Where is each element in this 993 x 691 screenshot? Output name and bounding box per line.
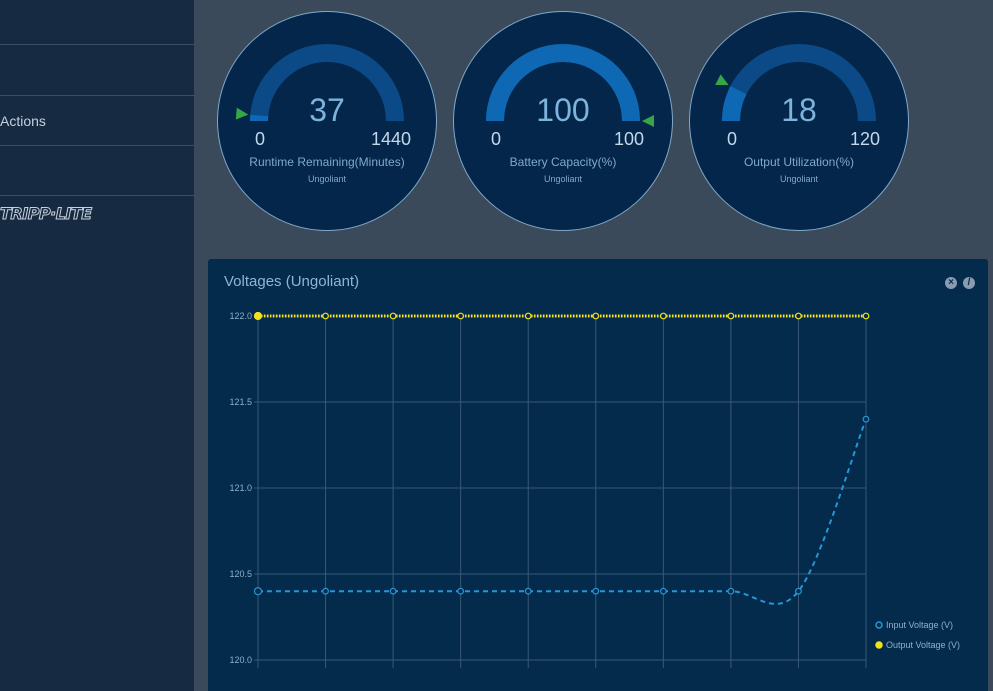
nav-divider — [0, 195, 194, 196]
sidebar-item-1[interactable] — [0, 46, 194, 95]
gauge-min: 0 — [491, 129, 502, 149]
data-point — [253, 587, 263, 596]
data-point — [592, 312, 600, 320]
gauge-fill — [250, 114, 269, 121]
data-point — [795, 587, 802, 595]
voltages-chart-panel: 120.0 120.5 121.0 121.5 122.0 Input Voltage (… — [208, 259, 988, 691]
data-point — [389, 312, 397, 320]
data-point — [795, 312, 802, 320]
legend-marker — [875, 621, 883, 629]
data-point — [727, 587, 735, 595]
sidebar: Actions TRIPP·LITE — [0, 0, 194, 691]
gauge-arc-runtime — [235, 44, 404, 122]
gauge-runtime: 37 0 1440 Runtime Remaining(Minutes) Ung… — [217, 11, 437, 231]
gauge-device: Ungoliant — [307, 174, 347, 184]
nav-divider — [0, 145, 194, 146]
gauge-label: Runtime Remaining(Minutes) — [249, 155, 405, 169]
legend-label: Input Voltage (V) — [886, 620, 953, 630]
sidebar-item-3[interactable] — [0, 146, 194, 195]
gauge-min: 0 — [255, 129, 266, 149]
nav-divider — [0, 95, 194, 96]
data-point — [862, 415, 870, 423]
y-tick-label: 121.5 — [229, 397, 252, 407]
gauge-marker — [715, 74, 729, 86]
y-tick-label: 120.5 — [229, 569, 252, 579]
data-point — [389, 587, 397, 595]
gauge-arc-battery — [486, 44, 654, 127]
tripp-lite-logo: TRIPP·LITE — [0, 204, 93, 232]
chart-title: Voltages (Ungoliant) — [224, 273, 360, 290]
legend-label: Output Voltage (V) — [886, 640, 960, 650]
gauge-battery: 100 0 100 Battery Capacity(%) Ungoliant — [453, 11, 673, 231]
gauge-fill — [486, 44, 640, 122]
legend-marker — [875, 641, 883, 649]
data-point — [592, 587, 600, 595]
gauge-device: Ungoliant — [543, 174, 583, 184]
gauge-value: 18 — [781, 92, 817, 128]
gauge-value: 37 — [309, 92, 345, 128]
edit-icon[interactable]: / — [963, 277, 975, 289]
data-point — [253, 311, 263, 321]
data-point — [727, 312, 735, 320]
gauge-value: 100 — [536, 92, 590, 128]
gauge-output-utilization: 18 0 120 Output Utilization(%) Ungoliant — [689, 11, 909, 231]
series-line-input-voltage — [258, 418, 867, 605]
y-tick-label: 120.0 — [229, 655, 252, 665]
gauge-fill — [722, 86, 747, 121]
data-point — [862, 312, 870, 320]
y-tick-label: 122.0 — [229, 311, 252, 321]
data-point — [524, 312, 532, 320]
data-point — [322, 587, 329, 595]
data-point — [457, 587, 465, 595]
close-icon[interactable]: × — [945, 277, 957, 289]
gauge-min: 0 — [727, 129, 738, 149]
data-point — [524, 587, 532, 595]
data-point — [659, 587, 667, 595]
y-tick-label: 121.0 — [229, 483, 252, 493]
nav-divider — [0, 44, 194, 45]
gauge-label: Battery Capacity(%) — [509, 155, 617, 169]
logo-text: TRIPP·LITE — [0, 204, 93, 224]
gauge-max: 120 — [850, 129, 881, 149]
gauge-max: 1440 — [371, 129, 412, 149]
data-point — [322, 312, 329, 320]
gauge-label: Output Utilization(%) — [743, 155, 855, 169]
sidebar-item-actions[interactable]: Actions — [0, 112, 46, 129]
gauge-marker — [235, 107, 249, 120]
gauge-max: 100 — [614, 129, 645, 149]
gauge-marker — [642, 115, 654, 127]
gauge-track — [250, 44, 404, 122]
gauge-arc-utilization — [715, 44, 876, 122]
data-point — [457, 312, 465, 320]
gauge-track — [722, 44, 876, 122]
voltages-chart: 120.0 120.5 121.0 121.5 122.0 Input Voltage (… — [229, 311, 960, 668]
gauge-device: Ungoliant — [779, 174, 819, 184]
data-point — [659, 312, 667, 320]
